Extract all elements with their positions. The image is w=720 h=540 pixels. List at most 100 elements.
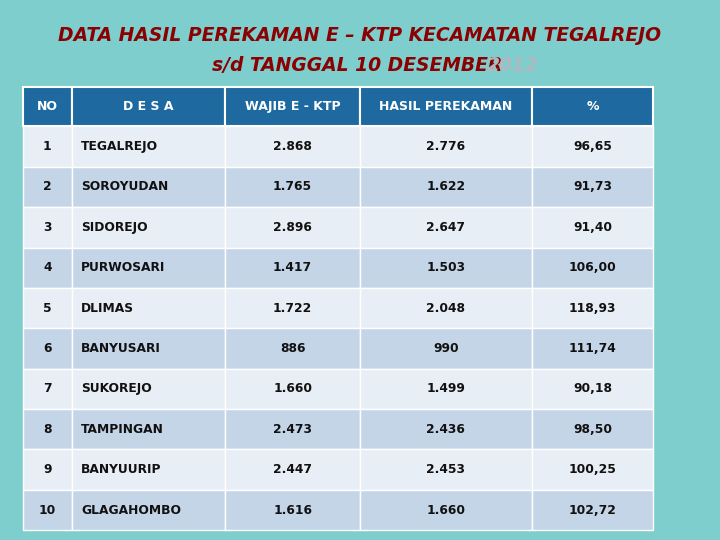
Bar	[360, 288, 532, 328]
Text: %: %	[586, 100, 599, 113]
Text: 4: 4	[43, 261, 52, 274]
Text: TAMPINGAN: TAMPINGAN	[81, 423, 163, 436]
Text: 2012: 2012	[487, 56, 539, 76]
Bar	[71, 369, 225, 409]
Text: 96,65: 96,65	[573, 140, 612, 153]
Text: 5: 5	[43, 302, 52, 315]
Bar	[225, 207, 360, 247]
Text: GLAGAHOMBO: GLAGAHOMBO	[81, 504, 181, 517]
Bar	[23, 207, 71, 247]
Bar	[532, 167, 653, 207]
Text: DATA HASIL PEREKAMAN E – KTP KECAMATAN TEGALREJO: DATA HASIL PEREKAMAN E – KTP KECAMATAN T…	[58, 25, 662, 45]
Bar	[23, 87, 71, 126]
Text: s/d TANGGAL 10 DESEMBER: s/d TANGGAL 10 DESEMBER	[212, 56, 508, 76]
Text: WAJIB E - KTP: WAJIB E - KTP	[245, 100, 341, 113]
Text: TEGALREJO: TEGALREJO	[81, 140, 158, 153]
Text: 1.616: 1.616	[273, 504, 312, 517]
Text: 1.622: 1.622	[426, 180, 466, 193]
Bar	[23, 247, 71, 288]
Bar	[532, 369, 653, 409]
Text: 7: 7	[43, 382, 52, 395]
Text: 1.503: 1.503	[426, 261, 466, 274]
Bar	[225, 409, 360, 449]
Bar	[532, 126, 653, 167]
Bar	[71, 87, 225, 126]
Bar	[71, 126, 225, 167]
Bar	[532, 87, 653, 126]
Bar	[71, 409, 225, 449]
Bar	[360, 369, 532, 409]
Text: NO: NO	[37, 100, 58, 113]
Bar	[23, 288, 71, 328]
Bar	[532, 449, 653, 490]
Text: DLIMAS: DLIMAS	[81, 302, 134, 315]
Text: 2.868: 2.868	[273, 140, 312, 153]
Bar	[23, 126, 71, 167]
Bar	[360, 126, 532, 167]
Text: 111,74: 111,74	[569, 342, 616, 355]
Text: 1.499: 1.499	[426, 382, 465, 395]
Bar	[360, 87, 532, 126]
Bar	[360, 247, 532, 288]
Text: 8: 8	[43, 423, 52, 436]
Text: 2.048: 2.048	[426, 302, 465, 315]
Text: PURWOSARI: PURWOSARI	[81, 261, 166, 274]
Bar	[225, 449, 360, 490]
Bar	[71, 247, 225, 288]
Text: BANYUSARI: BANYUSARI	[81, 342, 161, 355]
Bar	[532, 490, 653, 530]
Text: 10: 10	[39, 504, 56, 517]
Bar	[532, 288, 653, 328]
Bar	[23, 449, 71, 490]
Text: 1.417: 1.417	[273, 261, 312, 274]
Text: 1.660: 1.660	[426, 504, 465, 517]
Text: 2.453: 2.453	[426, 463, 465, 476]
Text: D E S A: D E S A	[123, 100, 174, 113]
Text: 90,18: 90,18	[573, 382, 612, 395]
Text: 990: 990	[433, 342, 459, 355]
Text: 2.776: 2.776	[426, 140, 466, 153]
Bar	[360, 207, 532, 247]
Text: 2.647: 2.647	[426, 221, 465, 234]
Text: SUKOREJO: SUKOREJO	[81, 382, 152, 395]
Text: BANYUURIP: BANYUURIP	[81, 463, 161, 476]
Text: 3: 3	[43, 221, 52, 234]
Bar	[360, 328, 532, 369]
Bar	[71, 449, 225, 490]
Bar	[23, 167, 71, 207]
Bar	[71, 490, 225, 530]
Text: 1.722: 1.722	[273, 302, 312, 315]
Text: 106,00: 106,00	[569, 261, 616, 274]
Text: 118,93: 118,93	[569, 302, 616, 315]
Text: 2.473: 2.473	[273, 423, 312, 436]
Bar	[225, 247, 360, 288]
Text: 2: 2	[43, 180, 52, 193]
Bar	[23, 369, 71, 409]
Bar	[360, 490, 532, 530]
Text: 6: 6	[43, 342, 52, 355]
Bar	[225, 328, 360, 369]
Text: 102,72: 102,72	[569, 504, 616, 517]
Bar	[532, 328, 653, 369]
Text: HASIL PEREKAMAN: HASIL PEREKAMAN	[379, 100, 513, 113]
Text: SIDOREJO: SIDOREJO	[81, 221, 148, 234]
Bar	[532, 409, 653, 449]
Bar	[23, 490, 71, 530]
Text: 9: 9	[43, 463, 52, 476]
Bar	[71, 328, 225, 369]
Bar	[532, 247, 653, 288]
Bar	[225, 490, 360, 530]
Bar	[225, 87, 360, 126]
Bar	[225, 126, 360, 167]
Bar	[532, 207, 653, 247]
Text: 100,25: 100,25	[569, 463, 616, 476]
Bar	[71, 167, 225, 207]
Bar	[225, 288, 360, 328]
Bar	[360, 449, 532, 490]
Text: 1.660: 1.660	[273, 382, 312, 395]
Text: 1: 1	[43, 140, 52, 153]
Bar	[225, 167, 360, 207]
Bar	[360, 167, 532, 207]
Text: 2.436: 2.436	[426, 423, 465, 436]
Text: 98,50: 98,50	[573, 423, 612, 436]
